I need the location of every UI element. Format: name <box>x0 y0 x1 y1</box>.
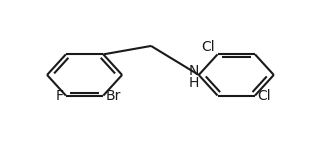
Text: Cl: Cl <box>201 40 215 54</box>
Text: Br: Br <box>106 88 121 102</box>
Text: N: N <box>189 64 199 78</box>
Text: Cl: Cl <box>258 88 271 102</box>
Text: F: F <box>55 88 63 102</box>
Text: H: H <box>189 76 199 90</box>
